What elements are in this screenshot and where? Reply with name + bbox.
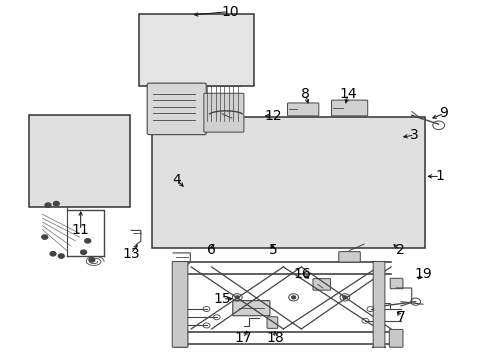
FancyBboxPatch shape [174,329,187,347]
FancyBboxPatch shape [232,301,269,316]
FancyBboxPatch shape [266,317,277,328]
FancyBboxPatch shape [147,83,206,135]
Text: 1: 1 [435,170,444,183]
Text: 14: 14 [339,87,356,101]
Circle shape [53,202,59,206]
Circle shape [291,296,295,299]
Text: 15: 15 [213,292,231,306]
FancyBboxPatch shape [312,279,330,290]
Text: 6: 6 [206,243,215,257]
Text: 19: 19 [413,267,431,281]
Text: 5: 5 [268,243,277,257]
FancyBboxPatch shape [172,261,187,347]
Circle shape [58,254,64,258]
FancyBboxPatch shape [203,93,244,132]
FancyBboxPatch shape [389,278,402,289]
Bar [29,115,129,207]
Text: 17: 17 [234,332,252,345]
FancyBboxPatch shape [388,329,402,347]
Text: 11: 11 [72,224,89,237]
Text: 18: 18 [265,332,283,345]
Text: 7: 7 [396,310,405,324]
Text: 10: 10 [221,5,238,18]
Text: 9: 9 [439,107,447,120]
FancyBboxPatch shape [371,261,385,347]
Text: 12: 12 [264,109,281,123]
Text: 3: 3 [409,128,418,142]
Circle shape [84,239,90,243]
Circle shape [50,252,56,256]
Bar [139,14,254,86]
Text: 2: 2 [395,243,404,257]
Text: 13: 13 [122,247,140,261]
Text: 8: 8 [301,87,309,101]
Circle shape [89,258,95,262]
Circle shape [42,235,48,239]
Text: 16: 16 [293,267,310,281]
Text: 4: 4 [172,173,181,187]
Circle shape [342,296,346,299]
Circle shape [81,250,86,255]
FancyBboxPatch shape [331,100,367,116]
Circle shape [45,203,51,207]
Bar [151,117,425,248]
FancyBboxPatch shape [338,252,360,262]
FancyBboxPatch shape [287,103,318,116]
Circle shape [235,296,239,299]
